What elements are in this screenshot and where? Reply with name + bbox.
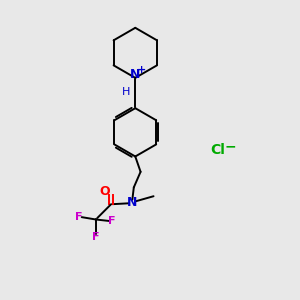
Text: N: N <box>127 196 137 209</box>
Text: F: F <box>92 232 100 242</box>
Text: −: − <box>224 140 236 154</box>
Text: O: O <box>99 185 110 198</box>
Text: H: H <box>122 87 130 97</box>
Text: Cl: Cl <box>210 143 225 157</box>
Text: +: + <box>137 64 146 75</box>
Text: N: N <box>130 68 140 81</box>
Text: F: F <box>75 212 82 222</box>
Text: F: F <box>108 216 116 226</box>
